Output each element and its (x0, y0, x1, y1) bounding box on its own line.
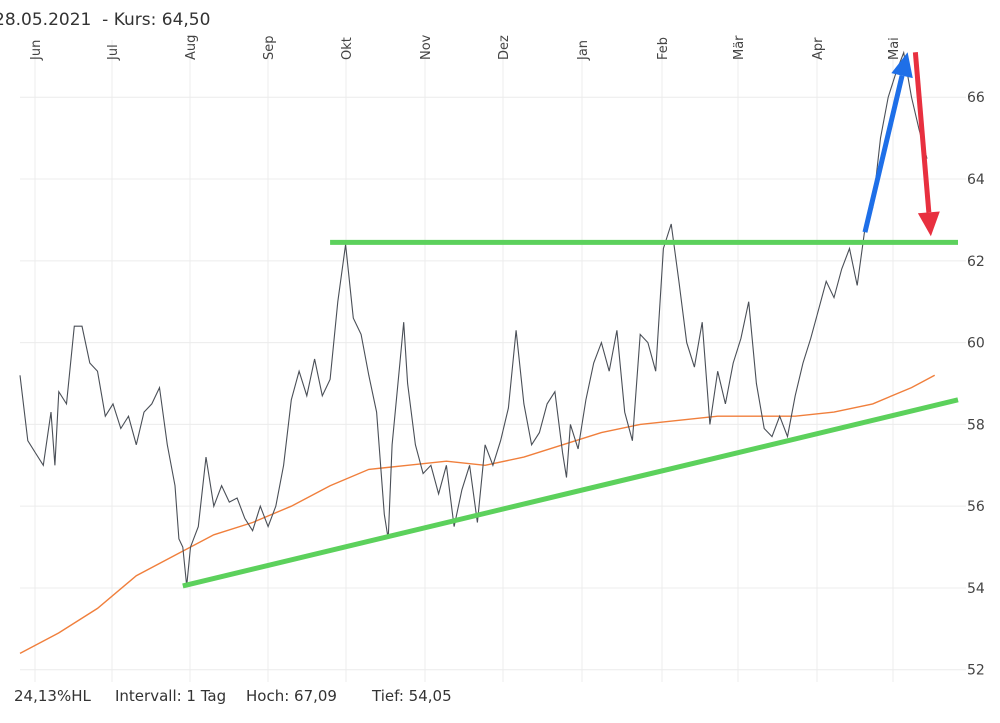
month-label-8: Feb (656, 37, 671, 60)
month-label-7: Jan (576, 40, 591, 61)
month-label-2: Aug (184, 35, 199, 60)
y-tick-label-0: 52 (967, 663, 985, 679)
chart-header: 28.05.2021 - Kurs: 64,50 (0, 10, 210, 30)
header-kurs-label: Kurs: (113, 10, 157, 30)
month-label-0: Jun (29, 40, 44, 61)
arrow-up (862, 52, 913, 233)
y-tick-label-3: 58 (967, 417, 985, 433)
y-tick-label-2: 56 (967, 499, 985, 515)
month-label-11: Mai (887, 37, 902, 60)
header-kurs-value: 64,50 (161, 10, 211, 30)
arrow-down (912, 52, 940, 237)
month-labels: Jun Jul Aug Sep Okt Nov Dez Jan Feb Mär Apr Mai (29, 34, 902, 61)
month-label-1: Jul (106, 44, 121, 61)
y-tick-label-5: 62 (967, 254, 985, 270)
month-label-3: Sep (262, 35, 277, 60)
month-label-4: Okt (340, 37, 355, 60)
moving-average-line (19, 374, 936, 655)
y-tick-label-1: 54 (967, 581, 985, 597)
footer-hoch: Hoch: 67,09 (246, 687, 337, 705)
footer-range: 24,13%HL (14, 687, 91, 705)
y-tick-label-7: 66 (967, 90, 985, 106)
trend-lines (182, 239, 959, 589)
annotation-arrows (862, 52, 940, 237)
trend-line-support (182, 397, 959, 589)
y-axis-labels: 52 54 56 58 60 62 64 66 (967, 90, 985, 678)
price-line (19, 50, 928, 586)
month-label-6: Dez (497, 35, 512, 60)
y-tick-label-4: 60 (967, 336, 985, 352)
y-tick-label-6: 64 (967, 172, 985, 188)
month-label-9: Mär (732, 35, 747, 60)
month-label-5: Nov (419, 34, 434, 60)
footer-tief: Tief: 54,05 (372, 687, 452, 705)
footer-intervall: Intervall: 1 Tag (115, 687, 227, 705)
chart-grid (20, 40, 966, 682)
month-label-10: Apr (811, 37, 826, 60)
header-date: 28.05.2021 (0, 10, 92, 30)
